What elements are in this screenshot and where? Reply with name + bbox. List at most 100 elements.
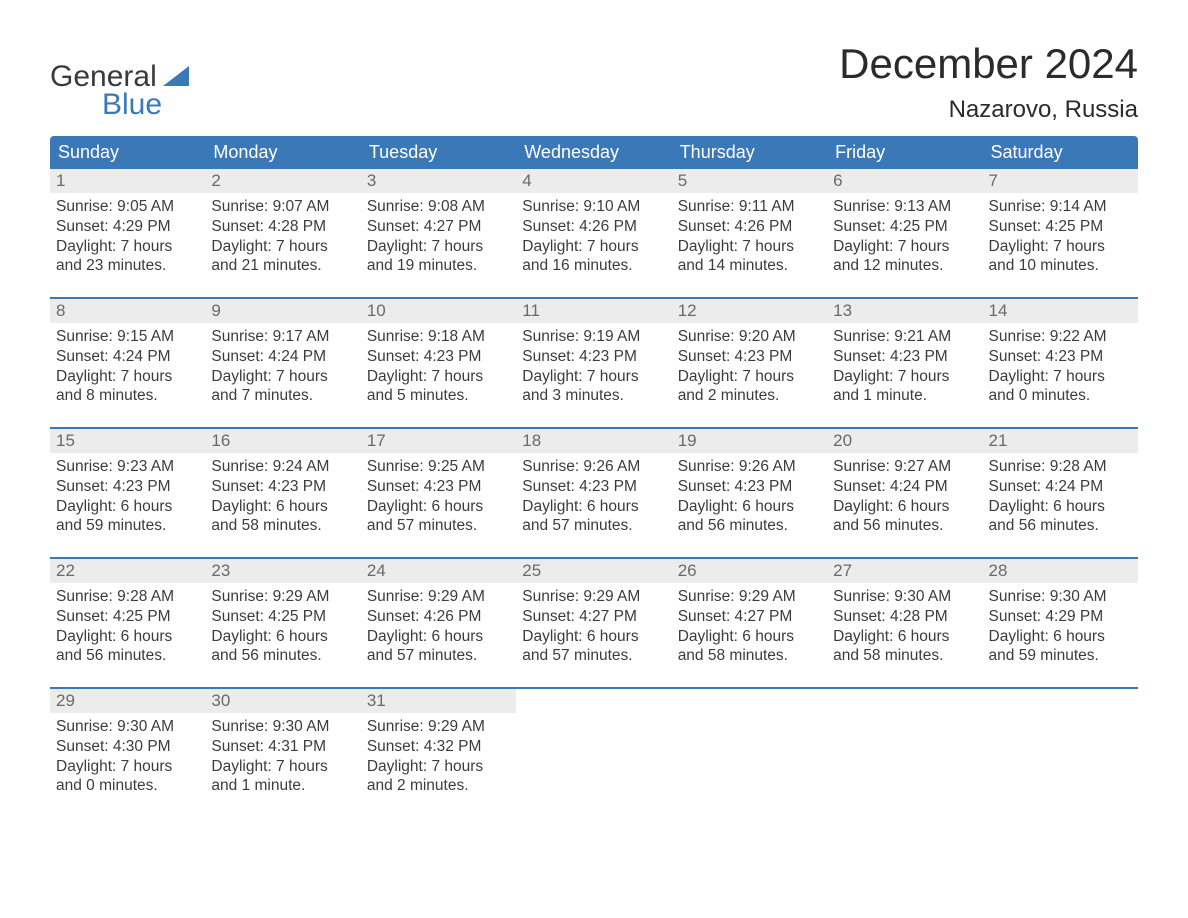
day-cell: 9 Sunrise: 9:17 AMSunset: 4:24 PMDaylight… (205, 299, 360, 427)
date-number: 14 (983, 299, 1138, 323)
date-number: 10 (361, 299, 516, 323)
day-sunrise: Sunrise: 9:29 AM (367, 587, 512, 607)
day-details: Sunrise: 9:28 AMSunset: 4:24 PMDaylight:… (983, 457, 1138, 536)
day-sunset: Sunset: 4:31 PM (211, 737, 356, 757)
day-details: Sunrise: 9:08 AMSunset: 4:27 PMDaylight:… (361, 197, 516, 276)
day-header-cell: Sunday (50, 136, 205, 169)
day-dl1: Daylight: 6 hours (367, 497, 512, 517)
week-row: 22Sunrise: 9:28 AMSunset: 4:25 PMDayligh… (50, 557, 1138, 687)
day-dl1: Daylight: 6 hours (522, 627, 667, 647)
day-dl1: Daylight: 6 hours (211, 497, 356, 517)
day-details: Sunrise: 9:19 AMSunset: 4:23 PMDaylight:… (516, 327, 671, 406)
day-sunset: Sunset: 4:23 PM (367, 477, 512, 497)
date-number: 27 (827, 559, 982, 583)
day-details: Sunrise: 9:30 AMSunset: 4:31 PMDaylight:… (205, 717, 360, 796)
day-header-cell: Thursday (672, 136, 827, 169)
day-sunrise: Sunrise: 9:26 AM (678, 457, 823, 477)
day-sunset: Sunset: 4:26 PM (522, 217, 667, 237)
day-details: Sunrise: 9:30 AMSunset: 4:30 PMDaylight:… (50, 717, 205, 796)
day-cell: 13 Sunrise: 9:21 AMSunset: 4:23 PMDayligh… (827, 299, 982, 427)
day-details: Sunrise: 9:24 AMSunset: 4:23 PMDaylight:… (205, 457, 360, 536)
day-dl1: Daylight: 6 hours (989, 497, 1134, 517)
date-number: 5 (672, 169, 827, 193)
day-sunrise: Sunrise: 9:24 AM (211, 457, 356, 477)
location-title: Nazarovo, Russia (839, 96, 1138, 124)
date-number: 13 (827, 299, 982, 323)
day-dl2: and 23 minutes. (56, 256, 201, 276)
day-cell: 29Sunrise: 9:30 AMSunset: 4:30 PMDayligh… (50, 689, 205, 817)
day-sunset: Sunset: 4:25 PM (56, 607, 201, 627)
month-title: December 2024 (839, 40, 1138, 88)
day-cell: 16Sunrise: 9:24 AMSunset: 4:23 PMDayligh… (205, 429, 360, 557)
day-sunrise: Sunrise: 9:19 AM (522, 327, 667, 347)
day-sunset: Sunset: 4:23 PM (678, 477, 823, 497)
day-sunrise: Sunrise: 9:30 AM (211, 717, 356, 737)
day-sunset: Sunset: 4:32 PM (367, 737, 512, 757)
day-cell: 2 Sunrise: 9:07 AMSunset: 4:28 PMDaylight… (205, 169, 360, 297)
day-dl2: and 56 minutes. (56, 646, 201, 666)
date-number: 24 (361, 559, 516, 583)
day-dl2: and 19 minutes. (367, 256, 512, 276)
day-dl1: Daylight: 7 hours (211, 367, 356, 387)
day-dl2: and 58 minutes. (211, 516, 356, 536)
day-cell: 31Sunrise: 9:29 AMSunset: 4:32 PMDayligh… (361, 689, 516, 817)
date-number: 21 (983, 429, 1138, 453)
day-details: Sunrise: 9:07 AMSunset: 4:28 PMDaylight:… (205, 197, 360, 276)
date-number: 4 (516, 169, 671, 193)
date-number: 12 (672, 299, 827, 323)
day-sunrise: Sunrise: 9:30 AM (56, 717, 201, 737)
day-dl1: Daylight: 7 hours (367, 757, 512, 777)
day-dl2: and 57 minutes. (522, 646, 667, 666)
day-dl2: and 0 minutes. (989, 386, 1134, 406)
day-dl1: Daylight: 7 hours (211, 237, 356, 257)
day-dl1: Daylight: 7 hours (678, 367, 823, 387)
day-cell: 7Sunrise: 9:14 AMSunset: 4:25 PMDaylight… (983, 169, 1138, 297)
day-dl1: Daylight: 6 hours (522, 497, 667, 517)
day-dl2: and 59 minutes. (989, 646, 1134, 666)
date-number: 28 (983, 559, 1138, 583)
day-dl2: and 10 minutes. (989, 256, 1134, 276)
week-row: 15Sunrise: 9:23 AMSunset: 4:23 PMDayligh… (50, 427, 1138, 557)
week-row: 29Sunrise: 9:30 AMSunset: 4:30 PMDayligh… (50, 687, 1138, 817)
day-sunrise: Sunrise: 9:28 AM (56, 587, 201, 607)
day-dl2: and 59 minutes. (56, 516, 201, 536)
day-sunrise: Sunrise: 9:29 AM (367, 717, 512, 737)
day-sunset: Sunset: 4:23 PM (989, 347, 1134, 367)
day-dl2: and 2 minutes. (367, 776, 512, 796)
day-details: Sunrise: 9:21 AMSunset: 4:23 PMDaylight:… (827, 327, 982, 406)
day-cell: 23Sunrise: 9:29 AMSunset: 4:25 PMDayligh… (205, 559, 360, 687)
date-number: 2 (205, 169, 360, 193)
day-sunrise: Sunrise: 9:18 AM (367, 327, 512, 347)
day-sunrise: Sunrise: 9:29 AM (678, 587, 823, 607)
day-sunrise: Sunrise: 9:14 AM (989, 197, 1134, 217)
day-details: Sunrise: 9:14 AMSunset: 4:25 PMDaylight:… (983, 197, 1138, 276)
header: General Blue December 2024 Nazarovo, Rus… (50, 40, 1138, 124)
day-sunset: Sunset: 4:24 PM (989, 477, 1134, 497)
date-number: 3 (361, 169, 516, 193)
day-sunrise: Sunrise: 9:29 AM (211, 587, 356, 607)
date-number: 1 (50, 169, 205, 193)
day-cell (672, 689, 827, 817)
day-sunset: Sunset: 4:25 PM (833, 217, 978, 237)
day-sunrise: Sunrise: 9:11 AM (678, 197, 823, 217)
date-number: 9 (205, 299, 360, 323)
day-sunrise: Sunrise: 9:08 AM (367, 197, 512, 217)
day-cell: 4 Sunrise: 9:10 AMSunset: 4:26 PMDaylight… (516, 169, 671, 297)
day-details: Sunrise: 9:22 AMSunset: 4:23 PMDaylight:… (983, 327, 1138, 406)
day-details: Sunrise: 9:17 AMSunset: 4:24 PMDaylight:… (205, 327, 360, 406)
day-dl2: and 56 minutes. (678, 516, 823, 536)
day-sunrise: Sunrise: 9:29 AM (522, 587, 667, 607)
day-cell: 6Sunrise: 9:13 AMSunset: 4:25 PMDaylight… (827, 169, 982, 297)
day-sunset: Sunset: 4:24 PM (833, 477, 978, 497)
day-dl2: and 21 minutes. (211, 256, 356, 276)
day-sunset: Sunset: 4:28 PM (211, 217, 356, 237)
day-cell (827, 689, 982, 817)
day-details: Sunrise: 9:10 AMSunset: 4:26 PMDaylight:… (516, 197, 671, 276)
day-cell: 17Sunrise: 9:25 AMSunset: 4:23 PMDayligh… (361, 429, 516, 557)
day-dl1: Daylight: 7 hours (989, 237, 1134, 257)
day-sunset: Sunset: 4:23 PM (678, 347, 823, 367)
day-details: Sunrise: 9:11 AMSunset: 4:26 PMDaylight:… (672, 197, 827, 276)
day-dl1: Daylight: 7 hours (522, 367, 667, 387)
day-cell: 30Sunrise: 9:30 AMSunset: 4:31 PMDayligh… (205, 689, 360, 817)
day-cell: 8Sunrise: 9:15 AMSunset: 4:24 PMDaylight… (50, 299, 205, 427)
